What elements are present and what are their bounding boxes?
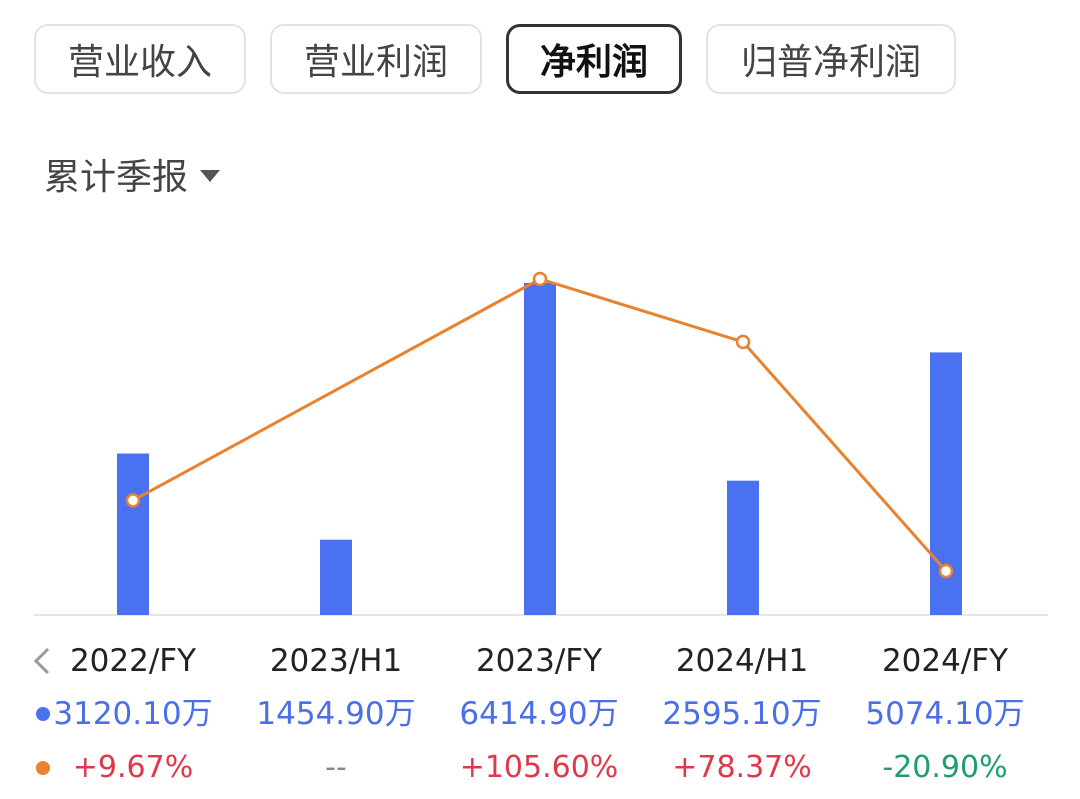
value-label: 1454.90万 bbox=[256, 696, 416, 732]
bar-2023-FY[interactable] bbox=[524, 283, 556, 615]
value-label: 5074.10万 bbox=[865, 696, 1025, 732]
chevron-left-icon[interactable] bbox=[30, 643, 54, 679]
x-tick-label: 2023/FY bbox=[475, 643, 603, 679]
x-tick-label: 2024/H1 bbox=[675, 643, 809, 679]
bar-2023-H1[interactable] bbox=[320, 539, 352, 615]
x-axis-labels: 2022/FY 2023/H1 2023/FY 2024/H1 2024/FY bbox=[0, 636, 1080, 686]
x-tick-label: 2023/H1 bbox=[269, 643, 403, 679]
period-selector[interactable]: 累计季报 bbox=[44, 150, 221, 198]
growth-label: +105.60% bbox=[459, 750, 619, 785]
growth-label: -- bbox=[325, 750, 347, 785]
growth-line bbox=[132, 277, 948, 572]
caret-down-icon bbox=[200, 170, 221, 182]
x-tick-label: 2022/FY bbox=[69, 643, 197, 679]
value-series-dot bbox=[36, 707, 50, 721]
x-tick-label: 2024/FY bbox=[881, 643, 1009, 679]
tab-attributable-net-profit[interactable]: 归普净利润 bbox=[706, 24, 956, 94]
growth-label: +78.37% bbox=[672, 750, 812, 785]
growth-label: +9.67% bbox=[72, 750, 194, 785]
tab-net-profit[interactable]: 净利润 bbox=[506, 24, 682, 94]
bar-2024-H1[interactable] bbox=[727, 480, 759, 615]
tab-operating-profit[interactable]: 营业利润 bbox=[270, 24, 482, 94]
value-label: 6414.90万 bbox=[459, 696, 619, 732]
growth-row: +9.67% -- +105.60% +78.37% -20.90% bbox=[0, 743, 1080, 793]
tab-revenue[interactable]: 营业收入 bbox=[34, 24, 246, 94]
growth-point-2023-FY[interactable] bbox=[532, 271, 548, 287]
period-selector-label: 累计季报 bbox=[44, 157, 189, 198]
growth-point-2024-H1[interactable] bbox=[735, 334, 751, 350]
statement-tabs: 营业收入 营业利润 净利润 归普净利润 bbox=[34, 24, 1054, 94]
growth-label: -20.90% bbox=[882, 750, 1008, 785]
value-row: 3120.10万 1454.90万 6414.90万 2595.10万 5074… bbox=[0, 689, 1080, 739]
value-label: 3120.10万 bbox=[53, 696, 213, 732]
growth-point-2024-FY[interactable] bbox=[938, 563, 954, 579]
growth-series-dot bbox=[36, 761, 50, 775]
value-label: 2595.10万 bbox=[662, 696, 822, 732]
growth-point-2022-FY[interactable] bbox=[125, 493, 141, 508]
bar-2022-FY[interactable] bbox=[117, 453, 149, 615]
